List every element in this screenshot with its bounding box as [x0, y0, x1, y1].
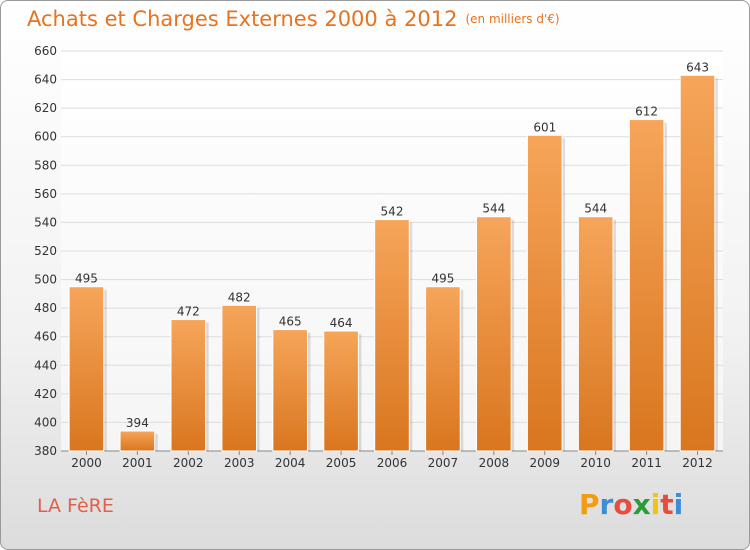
- bar-value-label: 643: [686, 60, 709, 74]
- y-tick-label: 480: [34, 301, 57, 315]
- proxiti-logo: Proxiti: [579, 488, 683, 521]
- bar-value-label: 394: [126, 416, 149, 430]
- chart-subtitle: (en milliers d'€): [465, 12, 560, 26]
- logo-letter: P: [579, 488, 600, 521]
- bar-2002: [170, 319, 207, 452]
- y-tick-label: 420: [34, 387, 57, 401]
- y-tick-label: 660: [34, 44, 57, 58]
- logo-letter: t: [660, 488, 674, 521]
- bar-2006: [374, 219, 410, 452]
- bar-value-label: 495: [75, 272, 98, 286]
- bar-2009: [526, 134, 563, 452]
- bar-value-label: 465: [279, 315, 302, 329]
- x-tick-label: 2006: [377, 456, 408, 470]
- bar-value-label: 464: [330, 316, 353, 330]
- x-tick-label: 2005: [326, 456, 357, 470]
- chart-title: Achats et Charges Externes 2000 à 2012 (e…: [27, 7, 560, 31]
- y-tick-label: 400: [34, 415, 57, 429]
- bar-value-label: 544: [584, 202, 607, 216]
- x-tick-label: 2009: [529, 456, 560, 470]
- x-tick-label: 2003: [224, 456, 255, 470]
- y-axis-tick-labels: 380 400 420 440 460 480 500 520 540 560 580 600 620 6…: [34, 44, 57, 458]
- bar-2008: [476, 216, 512, 452]
- logo-letter: x: [632, 488, 651, 521]
- logo-letter: r: [599, 488, 614, 521]
- chart-title-text: Achats et Charges Externes 2000 à 2012: [27, 7, 458, 31]
- y-tick-label: 520: [34, 244, 57, 258]
- logo-letter: o: [613, 488, 633, 521]
- bar-2001: [119, 430, 156, 452]
- bar-2012: [679, 74, 716, 452]
- y-tick-label: 640: [34, 73, 57, 87]
- y-tick-label: 600: [34, 130, 57, 144]
- bars: [68, 74, 718, 452]
- bar-value-label: 612: [635, 105, 658, 119]
- x-tick-label: 2011: [631, 456, 662, 470]
- bar-2005: [323, 330, 359, 452]
- bar-value-label: 542: [381, 205, 404, 219]
- bar-value-labels: 495 394 472 482 465 464 542 495 544 601 544 612 643: [75, 60, 709, 430]
- bar-2007: [425, 286, 461, 452]
- bar-value-label: 472: [177, 305, 200, 319]
- y-tick-label: 500: [34, 273, 57, 287]
- bar-2003: [221, 304, 258, 452]
- bar-value-label: 482: [228, 290, 251, 304]
- y-tick-label: 460: [34, 330, 57, 344]
- y-tick-label: 440: [34, 358, 57, 372]
- x-tick-label: 2010: [580, 456, 611, 470]
- x-tick-label: 2008: [479, 456, 510, 470]
- logo-letter: i: [650, 488, 661, 521]
- bar-value-label: 544: [482, 202, 505, 216]
- bar-2011: [628, 119, 665, 452]
- x-tick-label: 2002: [173, 456, 204, 470]
- y-tick-label: 380: [34, 444, 57, 458]
- x-axis-tick-labels: 2000 2001 2002 2003 2004 2005 2006 2007 2008 2009…: [71, 451, 713, 470]
- x-tick-label: 2004: [275, 456, 306, 470]
- y-tick-label: 540: [34, 215, 57, 229]
- commune-name: LA FèRE: [37, 495, 114, 517]
- bar-value-label: 495: [431, 272, 454, 286]
- logo-letter: i: [673, 488, 684, 521]
- y-tick-label: 580: [34, 158, 57, 172]
- x-tick-label: 2001: [122, 456, 153, 470]
- bar-value-label: 601: [533, 120, 556, 134]
- bar-2004: [272, 329, 308, 452]
- x-tick-label: 2000: [71, 456, 102, 470]
- bar-2010: [577, 216, 614, 452]
- x-tick-label: 2012: [682, 456, 713, 470]
- x-tick-label: 2007: [428, 456, 459, 470]
- y-tick-label: 560: [34, 187, 57, 201]
- bar-2000: [68, 286, 105, 452]
- y-tick-label: 620: [34, 101, 57, 115]
